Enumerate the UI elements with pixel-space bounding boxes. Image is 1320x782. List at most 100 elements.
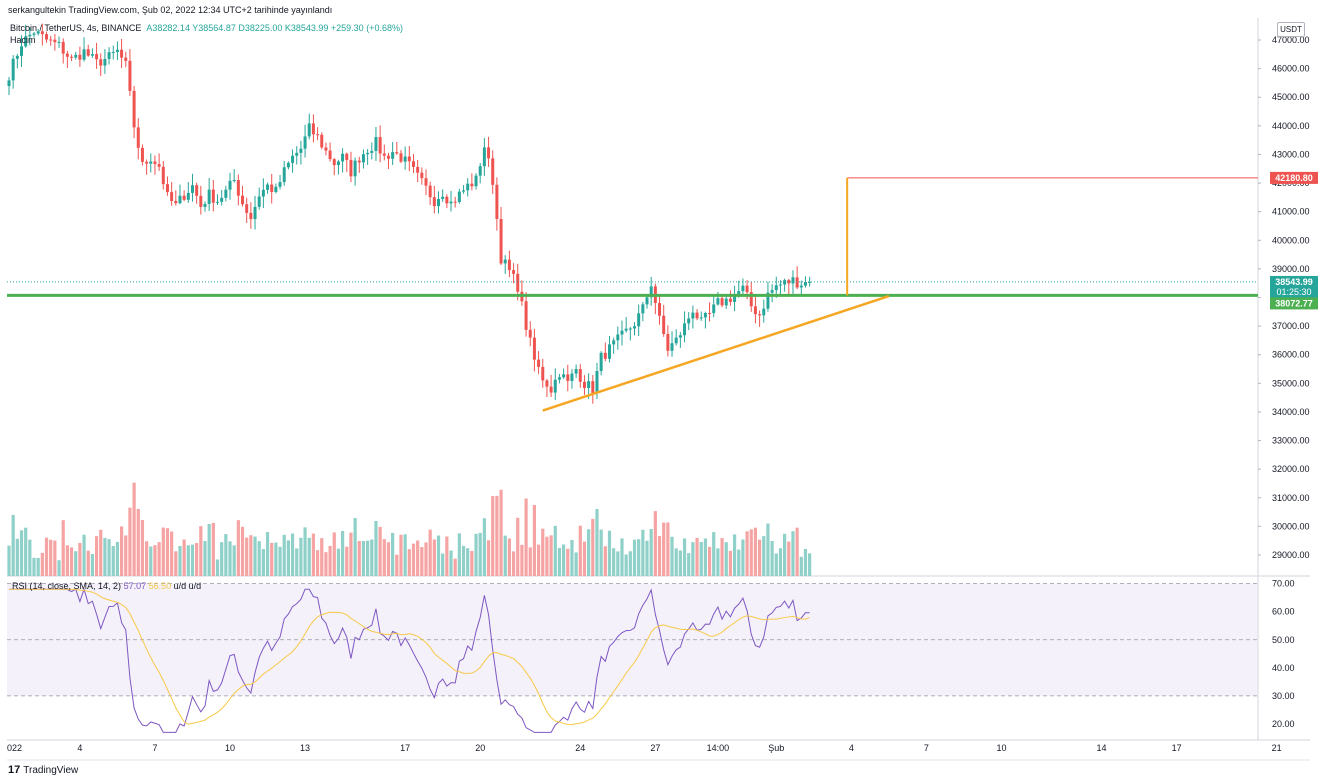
volume-bar bbox=[770, 540, 774, 576]
volume-bar bbox=[682, 538, 687, 576]
volume-bar bbox=[174, 551, 178, 576]
volume-bar bbox=[432, 539, 436, 576]
candle-body bbox=[745, 285, 749, 293]
rsi-line bbox=[9, 587, 810, 733]
candle-body bbox=[149, 161, 153, 164]
volume-bar bbox=[286, 540, 290, 576]
candle-body bbox=[341, 153, 345, 162]
volume-bar bbox=[199, 526, 203, 576]
candle-body bbox=[36, 31, 40, 34]
candle-body bbox=[53, 39, 57, 43]
candle-body bbox=[182, 195, 186, 200]
volume-bar bbox=[783, 533, 787, 576]
rsi-tick-label: 30.00 bbox=[1272, 691, 1295, 701]
symbol-name[interactable]: Bitcoin / TetherUS, 4s, BINANCE bbox=[10, 23, 142, 33]
candle-body bbox=[570, 373, 574, 381]
candle-body bbox=[140, 147, 144, 162]
y-tick-label: 41000.00 bbox=[1272, 207, 1310, 217]
candle-body bbox=[61, 41, 65, 54]
volume-bar bbox=[349, 532, 353, 576]
volume-bar bbox=[528, 547, 532, 576]
candle-body bbox=[195, 185, 199, 196]
rsi-tick-label: 40.00 bbox=[1272, 663, 1295, 673]
footer-brand[interactable]: TradingView bbox=[23, 764, 79, 776]
candle-body bbox=[574, 369, 578, 374]
candle-body bbox=[228, 180, 232, 190]
volume-bar bbox=[332, 532, 336, 576]
volume-bar bbox=[403, 534, 407, 576]
rsi-tick-label: 60.00 bbox=[1272, 607, 1295, 617]
volume-bar bbox=[457, 533, 461, 576]
candle-body bbox=[224, 189, 228, 198]
volume-bar bbox=[620, 538, 624, 576]
candle-body bbox=[766, 292, 770, 309]
candle-body bbox=[633, 326, 636, 329]
candle-body bbox=[15, 55, 19, 59]
volume-bar bbox=[495, 495, 499, 576]
volume-bar bbox=[803, 548, 808, 576]
y-tick-label: 44000.00 bbox=[1272, 121, 1310, 131]
volume-bar bbox=[607, 530, 612, 576]
volume-legend[interactable]: Hacim bbox=[10, 35, 36, 45]
volume-bar bbox=[445, 536, 449, 576]
volume-bar bbox=[307, 537, 311, 576]
volume-bar bbox=[82, 534, 86, 576]
candle-body bbox=[24, 36, 28, 47]
candle-body bbox=[612, 340, 616, 345]
volume-bar bbox=[328, 545, 332, 576]
rsi-label[interactable]: RSI (14, close, SMA, 14, 2) bbox=[12, 581, 122, 591]
candle-body bbox=[170, 192, 174, 201]
volume-bar bbox=[115, 541, 120, 576]
y-tick-label: 34000.00 bbox=[1272, 407, 1310, 417]
y-tick-label: 46000.00 bbox=[1272, 64, 1310, 74]
candle-body bbox=[466, 183, 470, 191]
volume-bar bbox=[290, 533, 295, 576]
tradingview-logo-icon: 17 bbox=[8, 764, 21, 776]
candle-body bbox=[578, 369, 582, 382]
candle-body bbox=[353, 160, 357, 177]
candle-body bbox=[703, 313, 707, 318]
candle-body bbox=[566, 374, 570, 381]
volume-bar bbox=[536, 544, 541, 576]
volume-bar bbox=[361, 541, 366, 576]
volume-bar bbox=[207, 524, 211, 576]
candle-body bbox=[424, 178, 428, 186]
rsi-tick-label: 50.00 bbox=[1272, 635, 1295, 645]
candle-body bbox=[207, 189, 211, 204]
volume-bar bbox=[466, 548, 470, 576]
candle-body bbox=[136, 127, 140, 148]
y-tick-label: 39000.00 bbox=[1272, 264, 1310, 274]
x-tick-label: 4 bbox=[849, 743, 854, 753]
candle-body bbox=[332, 159, 336, 166]
trendline bbox=[542, 294, 890, 412]
volume-bar bbox=[395, 554, 399, 576]
x-tick-label: 14 bbox=[1097, 743, 1107, 753]
volume-bar bbox=[245, 537, 249, 576]
candle-body bbox=[157, 164, 161, 167]
volume-bar bbox=[15, 538, 19, 576]
volume-bar bbox=[107, 539, 111, 576]
volume-bar bbox=[762, 536, 766, 576]
candle-body bbox=[186, 192, 190, 200]
candle-body bbox=[161, 166, 165, 185]
currency-button[interactable]: USDT bbox=[1277, 22, 1305, 37]
candle-body bbox=[599, 352, 603, 372]
candle-body bbox=[620, 330, 624, 335]
volume-bar bbox=[32, 557, 36, 576]
candle-body bbox=[316, 134, 320, 136]
candle-body bbox=[311, 123, 315, 135]
candle-body bbox=[716, 298, 720, 305]
volume-bar bbox=[624, 554, 628, 576]
candle-body bbox=[7, 80, 11, 87]
volume-bar bbox=[195, 543, 199, 576]
candle-body bbox=[291, 155, 295, 163]
candle-body bbox=[741, 285, 745, 292]
volume-bar bbox=[591, 518, 595, 576]
volume-bar bbox=[461, 545, 466, 576]
candle-body bbox=[245, 204, 249, 213]
y-tick-label: 37000.00 bbox=[1272, 321, 1310, 331]
x-tick-label: 10 bbox=[996, 743, 1006, 753]
y-tick-label: 30000.00 bbox=[1272, 521, 1310, 531]
candle-body bbox=[345, 153, 349, 160]
